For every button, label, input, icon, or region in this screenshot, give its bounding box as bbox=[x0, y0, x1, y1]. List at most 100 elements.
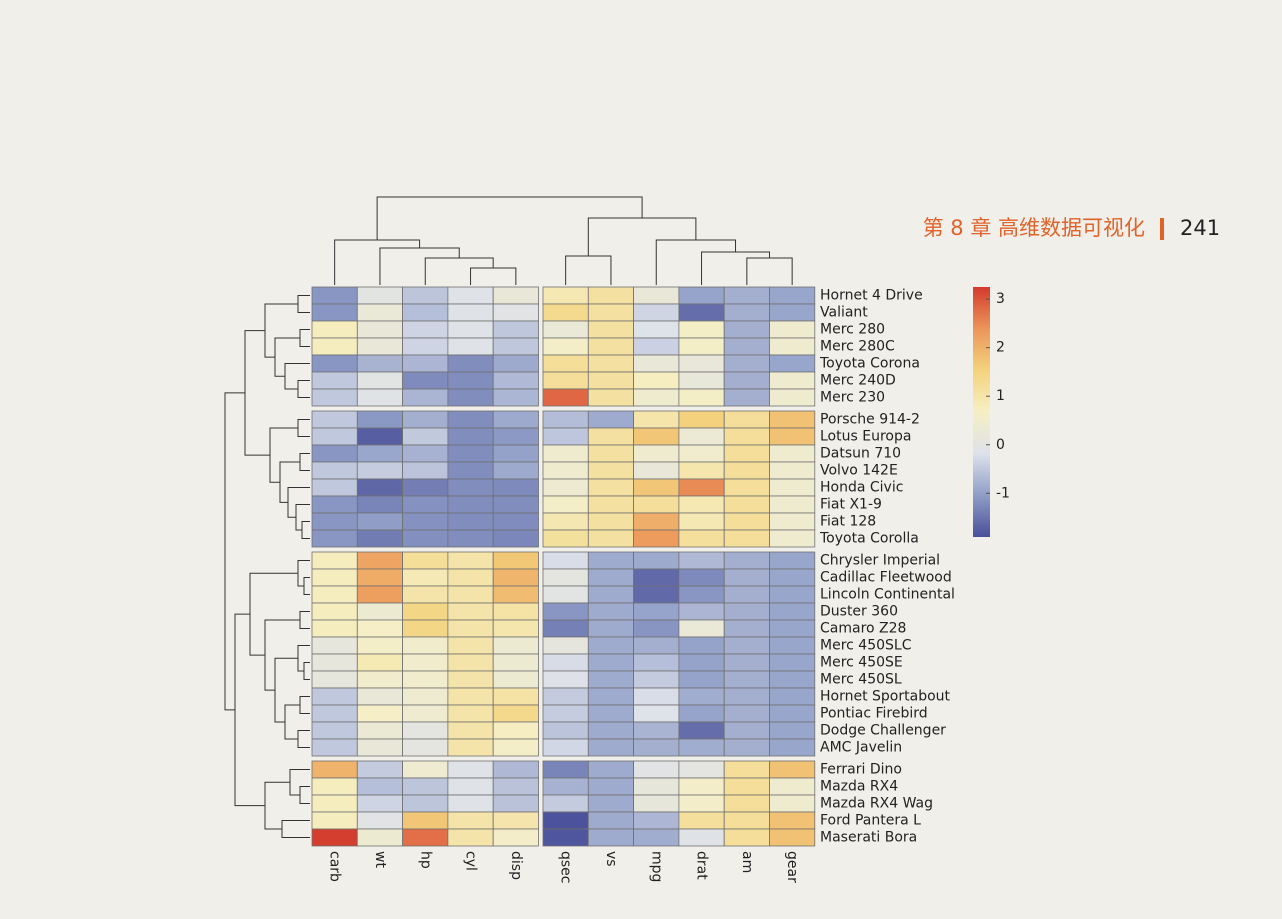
cell bbox=[542, 811, 589, 830]
cell bbox=[447, 388, 494, 407]
column-label: qsec bbox=[558, 851, 574, 884]
cell bbox=[678, 410, 725, 429]
cell bbox=[769, 512, 816, 531]
cell bbox=[587, 619, 634, 638]
cell bbox=[723, 653, 770, 672]
cell bbox=[492, 461, 539, 480]
chapter-title: 第 8 章 高维数据可视化 bbox=[923, 216, 1145, 240]
cell bbox=[447, 478, 494, 497]
row-label: Datsun 710 bbox=[820, 446, 901, 462]
cell bbox=[447, 444, 494, 463]
cell bbox=[402, 337, 449, 356]
cell bbox=[678, 388, 725, 407]
cell bbox=[311, 811, 358, 830]
cell bbox=[402, 721, 449, 740]
cell bbox=[769, 585, 816, 604]
cell bbox=[769, 794, 816, 813]
row-label: Duster 360 bbox=[820, 604, 898, 620]
cell bbox=[356, 828, 403, 847]
dendrogram-branch bbox=[224, 392, 245, 711]
cell bbox=[587, 811, 634, 830]
cell bbox=[402, 388, 449, 407]
cell bbox=[542, 687, 589, 706]
cell bbox=[542, 760, 589, 779]
cell bbox=[723, 760, 770, 779]
cell bbox=[356, 670, 403, 689]
cell bbox=[587, 551, 634, 570]
cell bbox=[633, 585, 680, 604]
row-label: Mazda RX4 bbox=[820, 779, 898, 795]
cell bbox=[633, 286, 680, 305]
cell bbox=[356, 495, 403, 514]
cell bbox=[356, 286, 403, 305]
cell bbox=[447, 687, 494, 706]
cell bbox=[447, 427, 494, 446]
cell bbox=[723, 602, 770, 621]
cell bbox=[633, 636, 680, 655]
cell bbox=[492, 444, 539, 463]
cell bbox=[447, 670, 494, 689]
cell bbox=[678, 811, 725, 830]
cell bbox=[447, 636, 494, 655]
cell bbox=[769, 828, 816, 847]
cell bbox=[723, 461, 770, 480]
column-label: wt bbox=[372, 851, 388, 868]
cell bbox=[723, 320, 770, 339]
cell bbox=[447, 585, 494, 604]
cell bbox=[723, 512, 770, 531]
cell bbox=[587, 495, 634, 514]
row-label: Toyota Corona bbox=[819, 356, 920, 372]
cell bbox=[587, 444, 634, 463]
cell bbox=[492, 354, 539, 373]
cell bbox=[447, 828, 494, 847]
dendrogram-branch bbox=[701, 251, 770, 285]
cell bbox=[492, 687, 539, 706]
cell bbox=[633, 337, 680, 356]
row-label: Merc 240D bbox=[820, 373, 896, 389]
cell bbox=[447, 461, 494, 480]
cell bbox=[633, 828, 680, 847]
row-label: Fiat 128 bbox=[820, 514, 876, 530]
cell bbox=[356, 568, 403, 587]
cell bbox=[542, 794, 589, 813]
cell bbox=[402, 811, 449, 830]
cell bbox=[769, 777, 816, 796]
cell bbox=[633, 512, 680, 531]
row-label: Merc 230 bbox=[820, 390, 885, 406]
cell bbox=[678, 568, 725, 587]
cell bbox=[587, 794, 634, 813]
dendrogram-branch bbox=[274, 337, 300, 377]
cell bbox=[587, 636, 634, 655]
cell bbox=[678, 427, 725, 446]
cell bbox=[542, 410, 589, 429]
cell bbox=[633, 760, 680, 779]
cell bbox=[587, 337, 634, 356]
cell bbox=[633, 794, 680, 813]
cell bbox=[769, 444, 816, 463]
cell bbox=[678, 551, 725, 570]
cell bbox=[633, 721, 680, 740]
cell bbox=[633, 388, 680, 407]
cell bbox=[723, 354, 770, 373]
cell bbox=[678, 461, 725, 480]
cell bbox=[356, 636, 403, 655]
cell bbox=[447, 529, 494, 548]
cell bbox=[723, 738, 770, 757]
cell bbox=[633, 371, 680, 390]
cell bbox=[633, 320, 680, 339]
cell bbox=[723, 303, 770, 322]
cell bbox=[769, 388, 816, 407]
cell bbox=[769, 354, 816, 373]
cell bbox=[678, 828, 725, 847]
column-label: carb bbox=[327, 851, 343, 882]
dendrogram-branch bbox=[297, 380, 310, 398]
cell bbox=[633, 738, 680, 757]
cell bbox=[769, 427, 816, 446]
cell bbox=[402, 619, 449, 638]
cell bbox=[356, 371, 403, 390]
cell bbox=[723, 427, 770, 446]
cell bbox=[769, 811, 816, 830]
cell bbox=[356, 585, 403, 604]
cell bbox=[447, 512, 494, 531]
cell bbox=[723, 811, 770, 830]
